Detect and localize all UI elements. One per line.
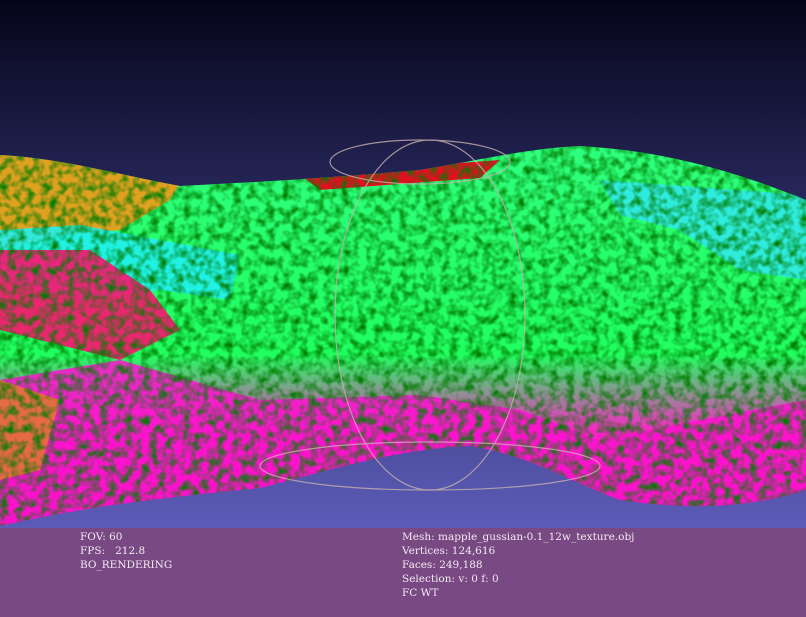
- info-line: Faces: 249,188: [402, 559, 483, 571]
- info-line: Mesh: mapple_gussian-0.1_12w_texture.obj: [402, 531, 634, 543]
- mesh: [0, 146, 806, 526]
- info-text: FOV: 60 FPS: 212.8 BO_RENDERING Mesh: mappl…: [80, 531, 634, 599]
- info-line: FOV: 60: [80, 531, 122, 543]
- info-line: FPS: 212.8: [80, 545, 145, 557]
- info-line: Vertices: 124,616: [401, 545, 496, 557]
- info-line: Selection: v: 0 f: 0: [402, 573, 499, 585]
- trackball-ring: [329, 139, 511, 185]
- info-line: FC WT: [402, 587, 438, 599]
- trackball: [259, 139, 601, 491]
- info-line: BO_RENDERING: [80, 559, 172, 571]
- trackball-ring: [259, 441, 601, 491]
- info-panel: [0, 528, 806, 617]
